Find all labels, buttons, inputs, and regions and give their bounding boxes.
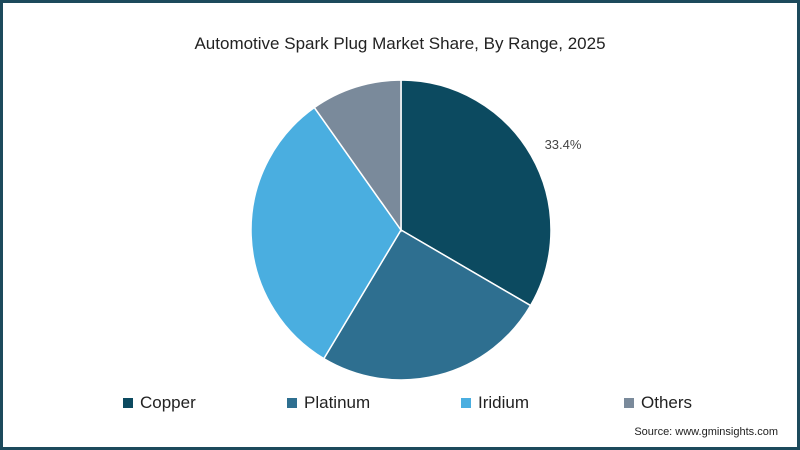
pie-slice-others [313,79,402,233]
legend-swatch [461,398,471,408]
legend-item-platinum: Platinum [287,393,370,413]
legend-swatch [123,398,133,408]
legend: Copper Platinum Iridium Others [0,393,800,417]
legend-item-iridium: Iridium [461,393,529,413]
legend-label: Copper [140,393,196,412]
data-label-copper: 33.4% [545,137,582,152]
source-note: Source: www.gminsights.com [634,426,778,438]
pie-slice-iridium [250,106,402,360]
chart-title: Automotive Spark Plug Market Share, By R… [194,34,606,53]
legend-label: Others [641,393,693,412]
legend-swatch [287,398,297,408]
legend-swatch [624,398,634,408]
legend-label: Iridium [478,393,530,412]
pie-slice-platinum [322,228,532,381]
pie-slice-copper [400,79,552,307]
legend-item-others: Others [624,393,692,413]
legend-label: Platinum [304,393,371,412]
legend-item-copper: Copper [123,393,196,413]
